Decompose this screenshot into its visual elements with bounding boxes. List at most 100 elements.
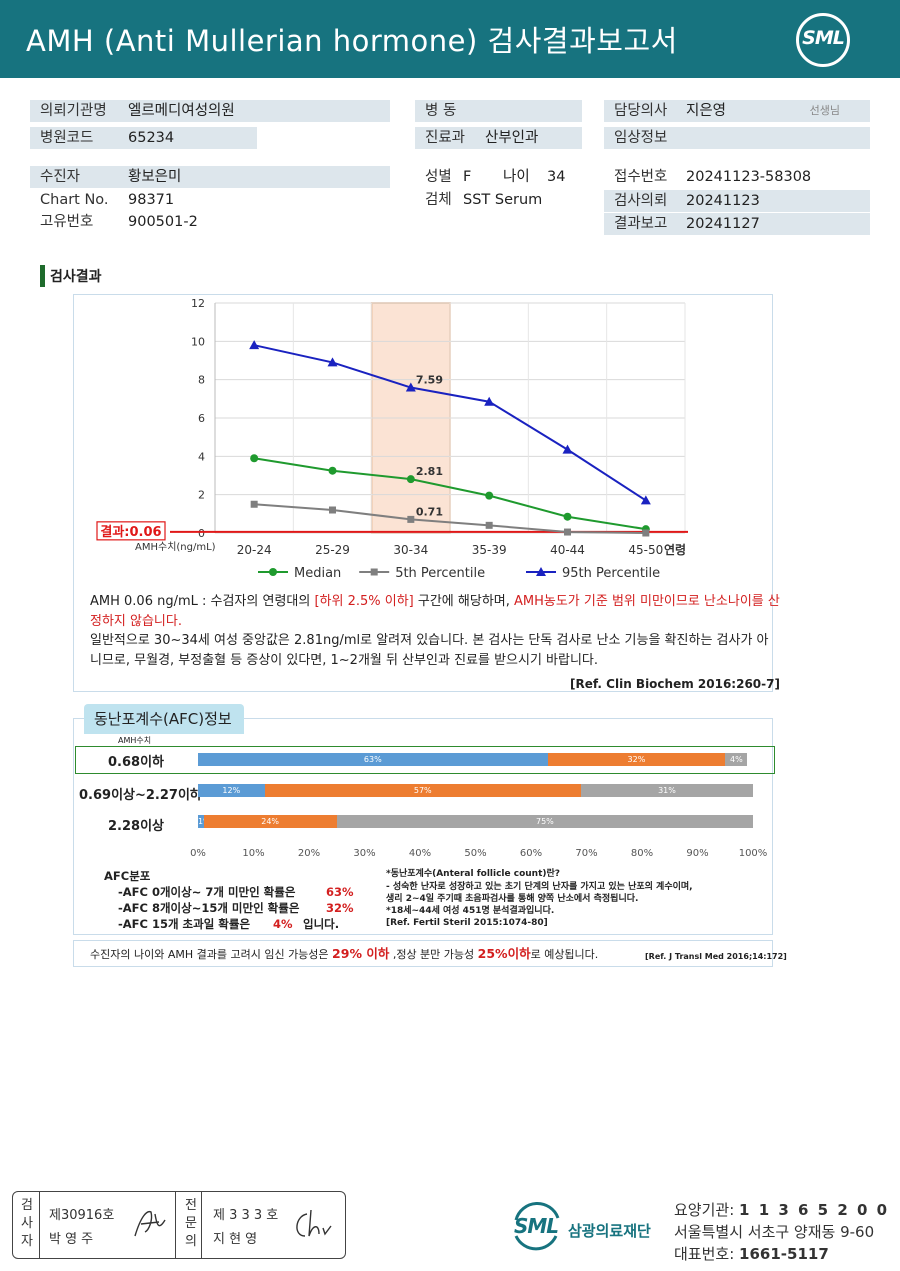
data-label: 2.81 — [416, 465, 443, 478]
y-tick-label: 2 — [198, 489, 205, 502]
afc-dist-value: 63% — [326, 885, 354, 899]
afc-bar-segment: 57% — [264, 784, 581, 797]
specialist-license: 제 3 3 3 호 — [213, 1208, 279, 1223]
afc-definition: - 성숙한 난자로 성장하고 있는 초기 단계의 난자를 가지고 있는 난포의 … — [386, 882, 693, 892]
afc-title: 동난포계수(AFC)정보 — [84, 704, 244, 734]
data-point — [407, 515, 415, 523]
pregnancy-reference: [Ref. J Transl Med 2016;14:172] — [645, 952, 787, 961]
result-label: 결과:0.06 — [100, 524, 161, 540]
afc-row-label: 0.69이상~2.27이하 — [79, 788, 202, 803]
series-line — [254, 503, 646, 534]
footer-phone: 대표번호: 1661-5117 — [674, 1245, 829, 1263]
sex-age-field: 성별 F 나이 34 — [425, 169, 566, 185]
data-point — [327, 357, 338, 367]
afc-tick-label: 70% — [575, 848, 598, 859]
afc-highlight-row — [75, 746, 775, 774]
afc-dist-value: 32% — [326, 901, 354, 915]
afc-dist-line: -AFC 0개이상~ 7개 미만인 확률은 — [118, 885, 296, 899]
data-point — [485, 491, 494, 500]
legend-label: Median — [294, 566, 341, 581]
data-label: 0.71 — [416, 505, 443, 518]
pregnancy-panel — [73, 940, 773, 967]
legend-label: 95th Percentile — [562, 566, 660, 581]
data-point — [640, 495, 651, 505]
data-label: 7.59 — [416, 374, 443, 387]
afc-tick-label: 10% — [242, 848, 265, 859]
data-point — [250, 454, 259, 463]
afc-tick-label: 40% — [408, 848, 432, 859]
report-header: AMH (Anti Mullerian hormone) 검사결과보고서 SML — [0, 0, 900, 78]
afc-tick-label: 30% — [353, 848, 376, 859]
tester-signature — [134, 1210, 166, 1237]
x-tick-label: 45-50 — [628, 543, 663, 557]
afc-bar-segment: 32% — [547, 753, 726, 766]
y-tick-label: 0 — [198, 527, 205, 540]
y-tick-label: 8 — [198, 374, 205, 387]
tester-label: 검사자 — [21, 1198, 33, 1249]
x-tick-label: 35-39 — [472, 543, 507, 557]
sml-logo: SML — [796, 13, 850, 67]
afc-tick-label: 60% — [519, 848, 543, 859]
y-tick-label: 10 — [191, 335, 205, 348]
patient-field: 수진자 황보은미 — [30, 166, 390, 188]
afc-tick-label: 90% — [686, 848, 709, 859]
afc-definition: *동난포계수(Anteral follicle count)란? — [386, 869, 560, 879]
x-tick-label: 25-29 — [315, 543, 350, 557]
legend-marker — [370, 568, 378, 576]
pregnancy-statement: 수진자의 나이와 AMH 결과를 고려시 임신 가능성은 29% 이하 ,정상 … — [90, 946, 599, 961]
afc-tick-label: 100% — [738, 848, 768, 859]
signature-box: 검사자 제30916호 박 영 주 전문의 제 3 3 3 호 지 현 영 — [12, 1191, 346, 1259]
series-line — [254, 457, 646, 531]
comment-reference: [Ref. Clin Biochem 2016:260-7] — [570, 677, 780, 691]
request-date-field: 검사의뢰 20241123 — [604, 190, 870, 212]
afc-reference: [Ref. Fertil Steril 2015:1074-80] — [386, 918, 548, 928]
specialist-label: 전문의 — [185, 1198, 197, 1249]
x-tick-label: 20-24 — [237, 543, 272, 557]
dept-field: 진료과 산부인과 — [415, 127, 582, 149]
y-tick-label: 6 — [198, 412, 205, 425]
data-point — [485, 521, 493, 529]
amh-chart: 0 2 4 6 8 10 12 20-24 25-29 30-34 35-39 40-44 45-50 연… — [96, 297, 688, 581]
afc-row-label: 2.28이상 — [108, 819, 164, 834]
afc-definition: 생리 2~4일 주기때 초음파검사를 통해 양쪽 난소에서 측정됩니다. — [386, 894, 639, 904]
data-point — [250, 500, 258, 508]
afc-tick-label: 80% — [630, 848, 654, 859]
hospital-field: 의뢰기관명 엘르메디여성의원 — [30, 100, 390, 122]
x-tick-label: 30-34 — [393, 543, 428, 557]
result-label-box — [96, 521, 166, 541]
specimen-field: 검체 SST Serum — [425, 192, 543, 208]
afc-dist-value: 4% — [273, 917, 293, 931]
x-tick-label: 40-44 — [550, 543, 585, 557]
afc-bar-segment: 4% — [725, 753, 748, 766]
id-no-field: 고유번호 900501-2 — [40, 214, 198, 230]
data-point — [329, 506, 336, 514]
x-axis-label: 연령 — [664, 542, 686, 557]
y-axis-label: AMH수치(ng/mL) — [135, 541, 216, 553]
report-title: AMH (Anti Mullerian hormone) 검사결과보고서 — [26, 24, 678, 58]
y-tick-label: 12 — [191, 297, 205, 310]
section-title: 검사결과 — [50, 269, 102, 285]
afc-row-label: 0.68이하 — [108, 755, 164, 770]
specialist-name: 지 현 영 — [213, 1232, 258, 1247]
data-point — [563, 512, 572, 521]
data-point — [405, 382, 416, 392]
legend-marker — [536, 567, 546, 576]
afc-tick-label: 50% — [464, 848, 487, 859]
section-marker — [40, 265, 45, 287]
afc-bar-segment: 12% — [198, 784, 265, 797]
doctor-field: 담당의사 지은영 선생님 — [604, 100, 870, 122]
tester-name: 박 영 주 — [49, 1232, 94, 1247]
data-point — [484, 396, 495, 406]
legend-label: 5th Percentile — [395, 566, 485, 581]
afc-dist-end: 입니다. — [303, 917, 340, 931]
afc-tick-label: 20% — [297, 848, 321, 859]
report-date-field: 결과보고 20241127 — [604, 213, 870, 235]
footer-logo: SML — [510, 1200, 562, 1252]
afc-dist-line: -AFC 15개 초과일 확률은 — [118, 917, 251, 931]
afc-column-label: AMH수치 — [118, 736, 152, 745]
chart-no-field: Chart No. 98371 — [40, 192, 175, 208]
data-point — [564, 528, 571, 536]
afc-bar-segment: 31% — [580, 784, 753, 797]
tester-license: 제30916호 — [49, 1208, 115, 1223]
afc-bar-segment: 63% — [198, 753, 548, 766]
